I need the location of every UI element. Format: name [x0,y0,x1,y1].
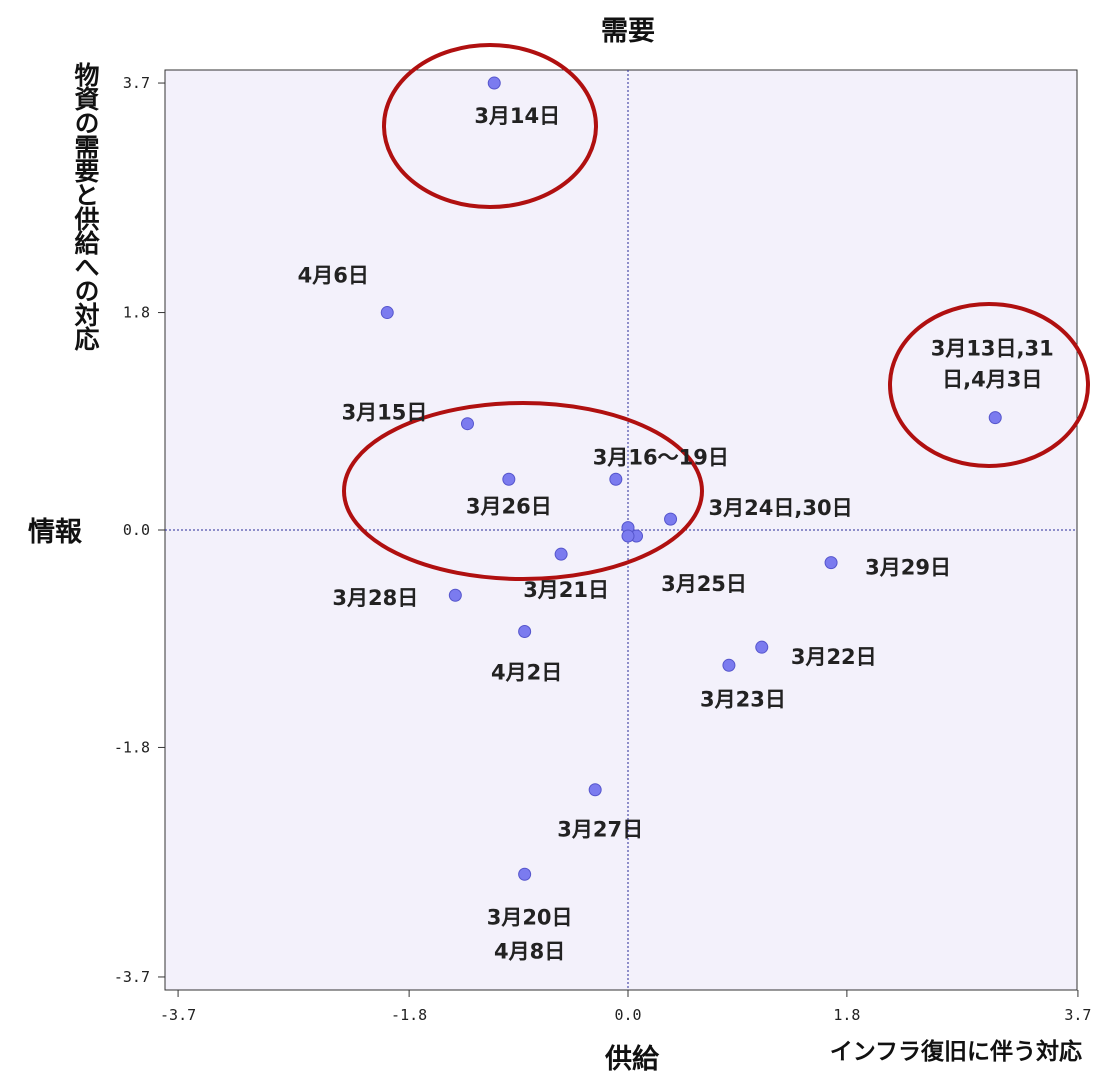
data-point-label: 3月27日 [557,818,643,842]
data-point [380,306,394,320]
data-point-label: 3月15日 [342,401,428,425]
data-point [554,547,568,561]
y-tick-label: 1.8 [123,304,150,322]
y-tick-label: 0.0 [123,521,150,539]
data-point-label: 3月16〜19日 [593,445,729,469]
data-point-label: 4月6日 [298,264,369,288]
data-point-label: 3月29日 [865,556,951,580]
data-point-label: 3月20日 4月8日 [487,905,573,963]
data-point-label: 3月24日,30日 [709,496,853,520]
x-axis-ticks: -3.7 -1.8 0.0 1.8 3.7 [160,990,1091,1024]
highlight-circle [888,302,1090,468]
data-point-label: 3月14日 [474,104,560,128]
data-point-label: 3月26日 [466,494,552,518]
data-point-label: 3月25日 [661,572,747,596]
highlight-circles [342,43,1090,581]
data-point [518,867,532,881]
data-point [988,411,1002,425]
top-quadrant-label: 需要 [601,16,655,47]
x-tick-label: -3.7 [160,1006,196,1024]
highlight-circle [342,401,704,581]
data-point [588,783,602,797]
data-point [518,624,532,638]
data-point [487,76,501,90]
data-point-label: 3月22日 [791,645,877,669]
data-point [502,472,516,486]
data-point [609,472,623,486]
data-point-label: 4月2日 [491,660,562,684]
data-point [621,529,635,543]
x-tick-label: 0.0 [614,1006,641,1024]
data-point [460,417,474,431]
left-quadrant-label: 情報 [28,517,83,548]
x-tick-label: -1.8 [391,1006,427,1024]
data-point [448,588,462,602]
vertical-axis-title: 物資の需要と供給への対応 [71,62,100,350]
data-points [380,76,1002,881]
data-point-label: 3月23日 [700,687,786,711]
bottom-quadrant-label: 供給 [604,1043,660,1075]
bottom-right-quadrant-label: インフラ復旧に伴う対応 [830,1038,1082,1065]
data-point [824,556,838,570]
data-point [722,658,736,672]
y-axis-ticks: 3.7 1.8 0.0 -1.8 -3.7 [114,74,165,986]
data-point-labels: 3月14日 4月6日 3月13日,31 日,4月3日 3月15日 3月26日 3月16〜19… [298,104,1054,963]
data-point-label: 3月13日,31 日,4月3日 [931,337,1054,392]
x-tick-label: 3.7 [1064,1006,1091,1024]
data-point-label: 3月21日 [523,578,609,602]
y-tick-label: -3.7 [114,968,150,986]
highlight-circle [382,43,598,209]
data-point [664,512,678,526]
data-point-label: 3月28日 [332,586,418,610]
y-tick-label: 3.7 [123,74,150,92]
x-tick-label: 1.8 [833,1006,860,1024]
data-point [755,640,769,654]
y-tick-label: -1.8 [114,738,150,756]
